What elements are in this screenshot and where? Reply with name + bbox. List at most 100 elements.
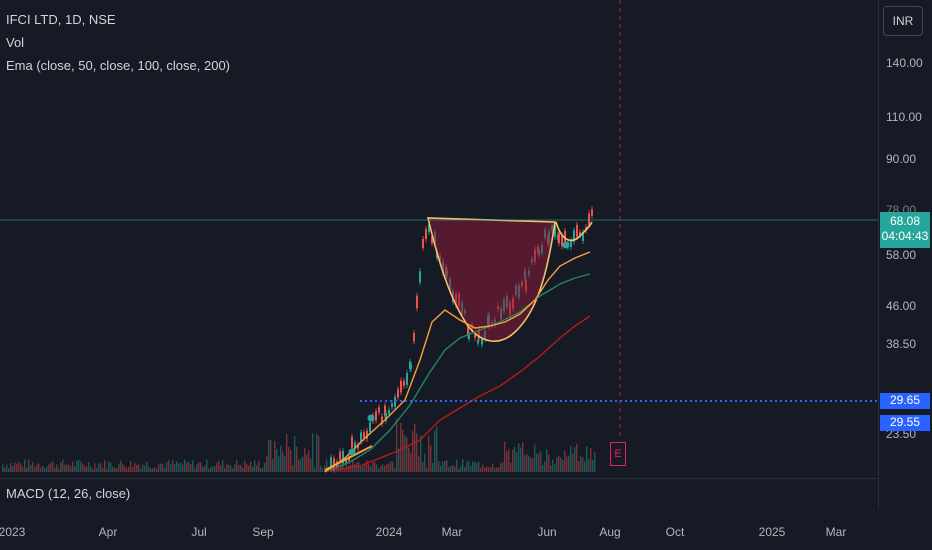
volume-bar — [10, 463, 12, 472]
volume-bar — [120, 460, 122, 472]
candle-body — [467, 326, 469, 336]
volume-bar — [284, 456, 286, 472]
volume-bar — [54, 467, 56, 472]
volume-bar — [412, 431, 414, 472]
volume-bar — [68, 464, 70, 472]
symbol-legend[interactable]: IFCI LTD, 1D, NSE — [6, 12, 116, 27]
volume-bar — [446, 460, 448, 472]
candle-body — [381, 416, 383, 424]
volume-bar — [58, 468, 60, 472]
volume-bar — [584, 461, 586, 472]
candle-body — [400, 380, 402, 393]
volume-bar — [52, 461, 54, 472]
volume-bar — [182, 464, 184, 472]
volume-bar — [164, 467, 166, 472]
volume-bar — [484, 467, 486, 472]
volume-bar — [18, 462, 20, 472]
candle-body — [385, 412, 387, 421]
volume-bar — [384, 465, 386, 472]
volume-bar — [48, 464, 50, 472]
volume-bar — [444, 461, 446, 472]
volume-bar — [418, 456, 420, 472]
volume-bar — [320, 465, 322, 472]
volume-bar — [388, 463, 390, 472]
volume-bar — [366, 460, 368, 472]
volume-bar — [146, 461, 148, 472]
volume-bar — [386, 464, 388, 472]
volume-bar — [192, 460, 194, 472]
volume-bar — [562, 459, 564, 472]
volume-bar — [404, 435, 406, 472]
volume-bar — [180, 462, 182, 472]
volume-bar — [534, 444, 536, 472]
volume-bar — [564, 450, 566, 472]
volume-bar — [402, 429, 404, 472]
time-axis-label: Mar — [825, 525, 847, 539]
candle-body — [419, 271, 421, 283]
volume-bar — [288, 447, 290, 472]
volume-bar — [414, 423, 416, 472]
volume-bar — [496, 467, 498, 472]
candle-body — [391, 403, 393, 408]
currency-button[interactable]: INR — [883, 6, 923, 36]
volume-bar — [430, 445, 432, 472]
volume-bar — [40, 467, 42, 472]
volume-bar — [490, 467, 492, 472]
volume-bar — [574, 446, 576, 472]
volume-bar — [318, 435, 320, 472]
volume-bar — [88, 462, 90, 472]
price-tick-label: 58.00 — [886, 248, 917, 262]
volume-bar — [488, 467, 490, 472]
volume-bar — [486, 466, 488, 472]
volume-bar — [552, 459, 554, 472]
signal-dot — [348, 448, 356, 456]
candle-body — [410, 364, 412, 369]
volume-bar — [588, 459, 590, 472]
volume-bar — [422, 462, 424, 472]
volume-bar — [554, 464, 556, 472]
volume-bar — [244, 460, 246, 472]
volume-bar — [114, 467, 116, 472]
last-price-badge: 68.08 04:04:43 — [880, 212, 930, 248]
pane-divider[interactable] — [0, 478, 878, 479]
volume-bar — [20, 463, 22, 472]
volume-bar — [222, 460, 224, 472]
candle-body — [378, 407, 380, 413]
volume-bar — [390, 461, 392, 472]
volume-bar — [322, 468, 324, 472]
volume-bar — [210, 467, 212, 472]
volume-bar — [150, 468, 152, 472]
volume-bar — [436, 426, 438, 472]
volume-bars — [2, 419, 596, 472]
volume-bar — [60, 462, 62, 472]
volume-bar — [158, 464, 160, 472]
volume-bar — [100, 463, 102, 472]
volume-bar — [294, 436, 296, 472]
volume-bar — [86, 466, 88, 472]
volume-bar — [246, 463, 248, 472]
ema-legend[interactable]: Ema (close, 50, close, 100, close, 200) — [6, 58, 231, 73]
volume-bar — [46, 466, 48, 472]
volume-bar — [448, 467, 450, 472]
volume-bar — [260, 468, 262, 472]
volume-bar — [432, 462, 434, 472]
macd-legend[interactable]: MACD (12, 26, close) — [6, 486, 131, 501]
volume-bar — [250, 461, 252, 472]
earnings-event-marker[interactable]: E — [610, 442, 626, 466]
volume-bar — [504, 441, 506, 472]
volume-bar — [526, 453, 528, 472]
volume-bar — [66, 464, 68, 472]
volume-legend[interactable]: Vol — [6, 35, 25, 50]
volume-bar — [12, 466, 14, 472]
volume-bar — [310, 458, 312, 472]
signal-dot — [562, 241, 570, 249]
volume-bar — [406, 437, 408, 472]
candle-body — [582, 232, 584, 242]
volume-bar — [400, 423, 402, 472]
volume-bar — [104, 460, 106, 472]
volume-bar — [234, 464, 236, 472]
volume-bar — [236, 459, 238, 472]
volume-bar — [220, 465, 222, 472]
volume-bar — [586, 446, 588, 472]
